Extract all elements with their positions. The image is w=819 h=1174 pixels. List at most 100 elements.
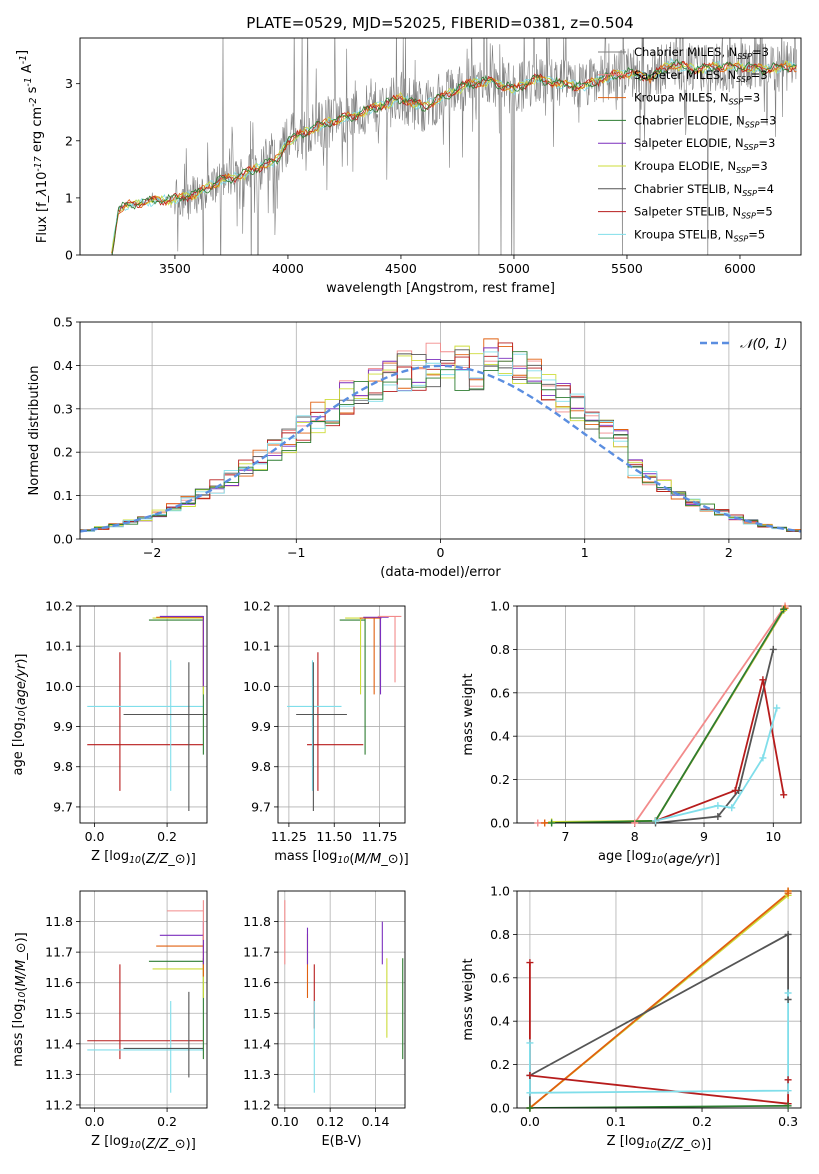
mass_vs_ebv-plot-area	[278, 891, 405, 1108]
axes-frame	[277, 605, 406, 824]
legend-entry: Salpeter STELIB, NSSP=5	[634, 205, 773, 221]
x-axis-label: (data-model)/error	[380, 565, 501, 580]
residual-histogram	[80, 351, 801, 532]
mass-weight-marker	[526, 1089, 534, 1097]
mass-weight-marker	[714, 812, 722, 820]
y-tick-label: 11.5	[45, 1006, 73, 1021]
y-tick-label: 0.6	[490, 970, 510, 985]
mass-weight-marker	[784, 989, 792, 997]
observed-spectrum	[111, 38, 797, 255]
mass-weight-line	[537, 606, 786, 823]
mass-weight-line	[655, 649, 775, 823]
y-tick-label: 1.0	[490, 884, 510, 899]
mass-weight-marker	[541, 819, 549, 827]
y-tick-label: 11.8	[243, 914, 271, 929]
legend-entry: Salpeter ELODIE, NSSP=3	[634, 136, 775, 152]
mass-weight-marker	[526, 1104, 534, 1112]
axes-frame	[516, 890, 802, 1109]
y-tick-label: 0.5	[53, 315, 73, 330]
age_vs_mass-plot-area	[278, 606, 405, 823]
x-tick-label: 8	[631, 829, 639, 844]
y-axis-label: mass [log10(M/M_⊙)]	[11, 932, 29, 1067]
y-tick-label: 1.0	[490, 599, 510, 614]
mass-weight-marker	[773, 704, 781, 712]
y-tick-label: 9.8	[53, 759, 73, 774]
x-tick-label: 4000	[272, 261, 304, 276]
mass-weight-line	[551, 609, 785, 823]
x-tick-label: 0.0	[85, 829, 105, 844]
y-tick-label: 11.4	[243, 1036, 271, 1051]
y-tick-label: 11.3	[45, 1067, 73, 1082]
y-tick-label: 2	[65, 133, 73, 148]
y-tick-label: 11.6	[243, 975, 271, 990]
mass-weight-marker	[652, 817, 660, 825]
legend-entry: Kroupa STELIB, NSSP=5	[634, 227, 765, 243]
mass-weight-line	[551, 608, 785, 823]
x-tick-label: 11.25	[271, 829, 307, 844]
x-tick-label: 11.50	[316, 829, 352, 844]
y-tick-label: 11.5	[243, 1006, 271, 1021]
y-tick-label: 0	[65, 248, 73, 263]
spectrum-plot-area	[111, 38, 797, 255]
panel-age_vs_Z: 0.0 0.2 9.7 9.8 9.9 10.0 10.1 10.2 Z [log10(Z/Z_…	[11, 599, 208, 867]
y-tick-label: 11.2	[243, 1097, 271, 1112]
x-tick-label: 0.2	[692, 1114, 712, 1129]
mass-weight-line	[655, 679, 785, 822]
axes-frame	[277, 890, 406, 1109]
mass-weight-marker	[784, 1102, 792, 1110]
mass-weight-marker	[784, 887, 792, 895]
mass-weight-marker	[759, 754, 767, 762]
mass_vs_Z-plot-area	[80, 891, 207, 1108]
y-tick-label: 0.0	[53, 532, 73, 547]
mass-weight-line	[529, 993, 789, 1094]
x-tick-label: 4500	[385, 261, 417, 276]
x-tick-label: 7	[562, 829, 570, 844]
x-tick-label: 0	[437, 545, 445, 560]
mass-weight-marker	[526, 1071, 534, 1079]
y-tick-label: 11.6	[45, 975, 73, 990]
y-tick-label: 9.9	[251, 719, 271, 734]
x-tick-label: 0.0	[520, 1114, 540, 1129]
y-tick-label: 0.6	[490, 685, 510, 700]
y-tick-label: 11.7	[243, 945, 271, 960]
x-tick-label: 3500	[159, 261, 191, 276]
axes-frame	[79, 890, 208, 1109]
y-tick-label: 0.0	[490, 816, 510, 831]
axes-frame	[79, 37, 802, 256]
mass-weight-marker	[784, 996, 792, 1003]
x-tick-label: 9	[700, 829, 708, 844]
x-tick-label: 2	[725, 545, 733, 560]
x-tick-label: 5500	[611, 261, 643, 276]
x-axis-label: Z [log10(Z/Z_⊙)]	[91, 1134, 196, 1152]
x-tick-label: 0.2	[157, 1114, 177, 1129]
y-tick-label: 0.4	[490, 1014, 510, 1029]
x-tick-label: 1	[581, 545, 589, 560]
mass-weight-line	[529, 962, 789, 1105]
y-tick-label: 0.4	[490, 729, 510, 744]
panel-mass_weight_vs_age: 7 8 9 10 0.0 0.2 0.4 0.6 0.8 1.0 age [log10(age/yr…	[461, 599, 802, 867]
mass_weight_vs_age-plot-area	[517, 606, 801, 823]
mass-weight-marker	[731, 786, 739, 794]
x-axis-label: Z [log10(Z/Z_⊙)]	[91, 849, 196, 867]
x-tick-label: 0.3	[778, 1114, 798, 1129]
y-tick-label: 0.0	[490, 1101, 510, 1116]
panel-mass_vs_ebv: 0.10 0.12 0.14 11.2 11.3 11.4 11.5 11.6 11.7 11.8…	[243, 890, 406, 1149]
x-tick-label: 10	[765, 829, 781, 844]
mass-weight-marker	[784, 1087, 792, 1095]
figure-title: PLATE=0529, MJD=52025, FIBERID=0381, z=0…	[246, 14, 633, 32]
y-tick-label: 11.4	[45, 1036, 73, 1051]
y-tick-label: 11.8	[45, 914, 73, 929]
y-tick-label: 10.0	[243, 679, 271, 694]
y-tick-label: 0.1	[53, 488, 73, 503]
y-tick-label: 0.2	[490, 1057, 510, 1072]
model-spectrum-line	[111, 61, 797, 255]
x-tick-label: 5000	[498, 261, 530, 276]
y-tick-label: 10.0	[45, 679, 73, 694]
mass-weight-marker	[728, 804, 736, 812]
x-axis-label: mass [log10(M/M_⊙)]	[274, 849, 409, 867]
y-tick-label: 0.2	[490, 772, 510, 787]
legend-entry: Kroupa ELODIE, NSSP=3	[634, 159, 768, 175]
y-tick-label: 10.1	[243, 639, 271, 654]
x-axis-label: Z [log10(Z/Z_⊙)]	[607, 1134, 712, 1152]
